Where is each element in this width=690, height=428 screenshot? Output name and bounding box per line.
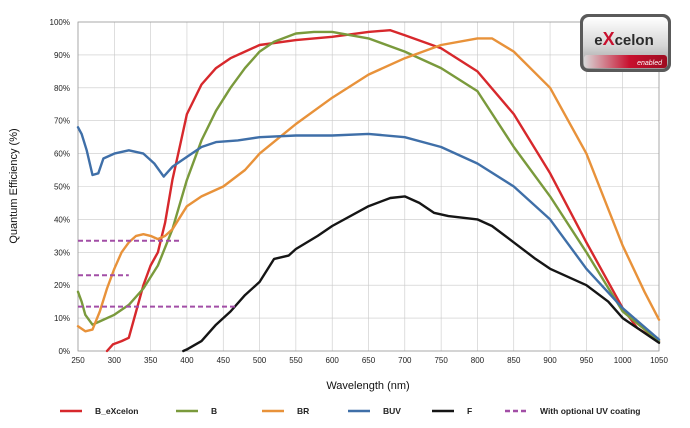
y-tick-label-90: 90% [54,51,70,60]
legend-label-br: BR [297,406,309,416]
y-tick-label-100: 100% [50,18,70,27]
logo-wordmark: eXcelon [594,29,654,49]
x-tick-label-600: 600 [326,356,340,365]
x-axis-ticks: 250 300 350 400 450 500 550 600 650 700 750 800 850 9… [71,356,668,365]
legend-label-f: F [467,406,472,416]
logo-enabled-label: enabled [637,60,663,67]
legend-label-with-optional-uv-coating: With optional UV coating [540,406,641,416]
y-tick-label-30: 30% [54,248,70,257]
x-tick-label-900: 900 [543,356,557,365]
y-tick-label-20: 20% [54,281,70,290]
y-axis-title: Quantum Efficiency (%) [8,128,20,243]
x-axis-title: Wavelength (nm) [326,380,409,392]
x-tick-label-950: 950 [580,356,594,365]
series-line-f [182,195,661,353]
y-tick-label-60: 60% [54,150,70,159]
y-tick-label-50: 50% [54,183,70,192]
y-tick-label-80: 80% [54,84,70,93]
series-line-br [76,37,661,333]
x-tick-label-250: 250 [71,356,85,365]
x-tick-label-750: 750 [434,356,448,365]
legend-label-b: B [211,406,217,416]
series-line-buv [76,126,661,341]
series-lines [76,29,661,353]
y-tick-label-10: 10% [54,314,70,323]
x-tick-label-800: 800 [471,356,485,365]
y-tick-label-70: 70% [54,117,70,126]
excelon-logo: eXcelon enabled [580,14,671,72]
x-tick-label-1050: 1050 [650,356,668,365]
logo-red-band [584,55,667,68]
x-tick-label-300: 300 [108,356,122,365]
legend: B_eXcelon B BR BUV F With optional UV coating [60,406,641,416]
x-tick-label-1000: 1000 [614,356,632,365]
legend-label-buv: BUV [383,406,401,416]
x-tick-label-700: 700 [398,356,412,365]
x-tick-label-500: 500 [253,356,267,365]
x-tick-label-450: 450 [217,356,231,365]
y-tick-label-40: 40% [54,215,70,224]
plot-area-frame [77,21,660,352]
legend-label-b-excelon: B_eXcelon [95,406,138,416]
x-tick-label-400: 400 [180,356,194,365]
x-tick-label-350: 350 [144,356,158,365]
y-axis-ticks: 0% 10% 20% 30% 40% 50% 60% 70% 80% 90% 100% [50,18,70,356]
series-line-b [76,30,661,343]
series-line-b-excelon [105,29,661,353]
x-tick-label-650: 650 [362,356,376,365]
x-tick-label-850: 850 [507,356,521,365]
y-tick-label-0: 0% [58,347,70,356]
x-tick-label-550: 550 [289,356,303,365]
